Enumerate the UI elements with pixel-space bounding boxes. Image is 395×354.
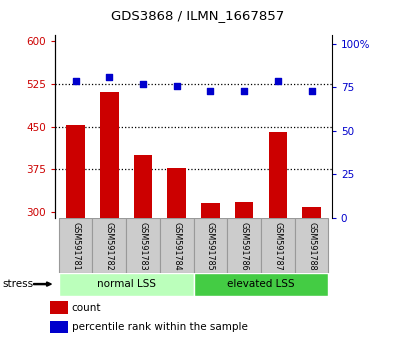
Bar bbox=[134, 155, 152, 218]
Text: GSM591786: GSM591786 bbox=[240, 222, 248, 271]
Point bbox=[140, 81, 146, 87]
Bar bbox=[51, 302, 68, 314]
Point bbox=[241, 88, 247, 94]
Bar bbox=[201, 204, 220, 218]
Bar bbox=[269, 132, 287, 218]
Text: percentile rank within the sample: percentile rank within the sample bbox=[72, 322, 248, 332]
Text: GSM591781: GSM591781 bbox=[71, 222, 80, 271]
Text: GSM591785: GSM591785 bbox=[206, 222, 215, 271]
Bar bbox=[160, 218, 194, 273]
Bar bbox=[51, 321, 68, 333]
Text: GSM591788: GSM591788 bbox=[307, 222, 316, 271]
Bar bbox=[59, 273, 194, 296]
Bar bbox=[59, 218, 92, 273]
Point bbox=[207, 88, 214, 94]
Point bbox=[106, 74, 113, 80]
Text: elevated LSS: elevated LSS bbox=[227, 279, 295, 289]
Text: normal LSS: normal LSS bbox=[97, 279, 156, 289]
Bar bbox=[194, 273, 328, 296]
Bar bbox=[235, 202, 254, 218]
Point bbox=[173, 83, 180, 88]
Bar bbox=[227, 218, 261, 273]
Text: GSM591783: GSM591783 bbox=[139, 222, 147, 271]
Text: count: count bbox=[72, 303, 101, 313]
Bar bbox=[66, 125, 85, 218]
Bar bbox=[126, 218, 160, 273]
Bar bbox=[261, 218, 295, 273]
Bar bbox=[194, 218, 227, 273]
Text: GDS3868 / ILMN_1667857: GDS3868 / ILMN_1667857 bbox=[111, 9, 284, 22]
Bar bbox=[167, 167, 186, 218]
Bar bbox=[295, 218, 328, 273]
Text: stress: stress bbox=[2, 279, 33, 289]
Text: GSM591787: GSM591787 bbox=[273, 222, 282, 271]
Point bbox=[308, 88, 315, 94]
Point bbox=[275, 78, 281, 84]
Text: GSM591782: GSM591782 bbox=[105, 222, 114, 271]
Bar bbox=[92, 218, 126, 273]
Point bbox=[72, 78, 79, 84]
Bar bbox=[302, 207, 321, 218]
Bar bbox=[100, 92, 118, 218]
Text: GSM591784: GSM591784 bbox=[172, 222, 181, 271]
